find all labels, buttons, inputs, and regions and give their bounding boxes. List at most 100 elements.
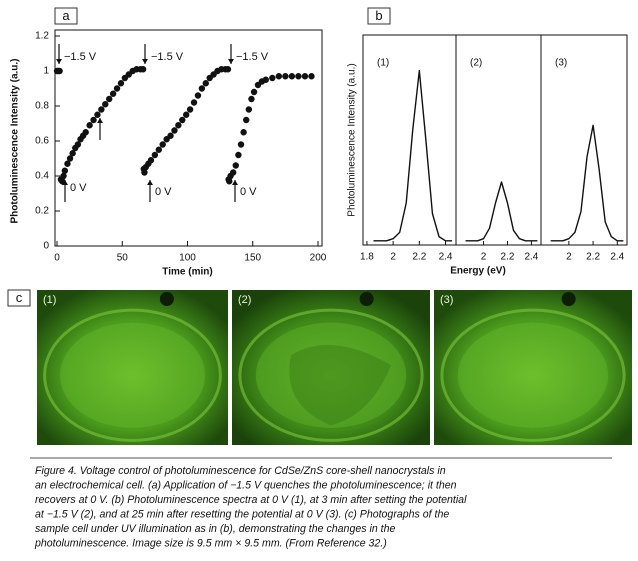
y-axis-label: Photoluminescence Intensity (a.u.) — [10, 58, 21, 223]
data-point — [240, 129, 247, 136]
data-point — [106, 95, 113, 103]
plot-frame — [540, 34, 628, 246]
data-point — [269, 74, 276, 82]
arrow-head — [228, 59, 234, 64]
annotation: −1.5 V — [64, 51, 97, 63]
photo-shadow — [289, 344, 391, 426]
photo-label: (1) — [43, 294, 56, 306]
x-tick-label: 100 — [179, 253, 196, 264]
caption-line: photoluminescence. Image size is 9.5 mm … — [34, 537, 387, 549]
data-point — [179, 116, 186, 124]
spectrum-line — [550, 124, 624, 242]
x-tick-label: 2.4 — [524, 252, 538, 263]
data-point — [151, 151, 159, 159]
data-point — [102, 101, 109, 108]
data-point — [64, 160, 71, 167]
series-label: (1) — [377, 58, 389, 69]
data-point — [175, 122, 182, 129]
arrow-head — [62, 180, 68, 185]
x-tick-label: 200 — [310, 253, 327, 264]
annotation: 0 V — [70, 182, 87, 194]
data-point — [190, 99, 198, 106]
arrow-head — [56, 59, 62, 64]
photo-ring — [43, 308, 222, 442]
data-point — [202, 80, 209, 87]
data-point — [90, 116, 97, 124]
photo-ring — [238, 308, 424, 442]
data-point — [186, 106, 194, 113]
data-point — [69, 150, 76, 157]
spectrum-line — [373, 70, 453, 242]
x-axis-label: Time (min) — [162, 267, 212, 278]
caption-line: recovers at 0 V. (b) Photoluminescence s… — [35, 494, 467, 506]
x-tick-label: 2.4 — [610, 252, 624, 263]
data-point — [226, 178, 233, 185]
photo-spot — [561, 292, 576, 306]
data-point — [159, 141, 166, 148]
x-tick-label: 2 — [481, 252, 487, 263]
y-tick-label: 0.4 — [35, 171, 49, 182]
series-label: (2) — [470, 58, 482, 69]
y-tick-label: 0 — [43, 241, 49, 252]
y-tick-label: 1.2 — [35, 31, 49, 42]
data-point — [171, 127, 178, 134]
data-point — [301, 73, 309, 80]
data-point — [66, 155, 74, 162]
panel-label: c — [16, 290, 23, 305]
photo-inner — [457, 322, 609, 428]
y-axis-label: Photoluminescence Intensity (a.u.) — [347, 63, 358, 216]
data-point — [262, 76, 269, 83]
data-point — [235, 151, 242, 159]
data-point — [194, 92, 202, 99]
data-point — [288, 73, 296, 80]
data-point — [237, 141, 245, 148]
data-point — [250, 88, 258, 96]
data-point — [295, 73, 302, 80]
panel-label-box — [7, 289, 31, 307]
data-point — [82, 129, 89, 136]
data-point — [113, 85, 121, 92]
panel-label-box — [367, 7, 391, 25]
data-point — [61, 167, 69, 174]
x-tick-label: 2.2 — [586, 252, 600, 263]
x-tick-label: 2.2 — [412, 252, 426, 263]
photo-ring — [440, 308, 626, 442]
data-point — [86, 122, 93, 129]
x-tick-label: 2 — [566, 252, 572, 263]
x-axis-label: Energy (eV) — [450, 266, 506, 277]
plot-frame — [455, 34, 542, 246]
data-point — [141, 169, 148, 176]
series-label: (3) — [555, 58, 567, 69]
data-point — [60, 172, 67, 180]
arrow-head — [147, 180, 153, 185]
data-point — [232, 162, 239, 169]
data-point — [94, 111, 101, 118]
arrow-head — [232, 180, 238, 185]
data-point — [74, 141, 82, 148]
photo-inner — [59, 322, 206, 428]
arrow-head — [142, 59, 148, 64]
x-tick-label: 1.8 — [360, 252, 374, 263]
caption-line: an electrochemical cell. (a) Application… — [35, 479, 457, 491]
data-point — [229, 169, 237, 176]
x-tick-label: 0 — [54, 253, 60, 264]
arrow-head — [97, 118, 103, 123]
data-point — [167, 132, 174, 139]
data-point — [198, 85, 206, 92]
data-point — [139, 66, 147, 73]
photo-label: (2) — [238, 294, 251, 306]
annotation: 0 V — [155, 186, 172, 198]
photo-spot — [159, 292, 174, 306]
data-point — [308, 73, 315, 80]
data-point — [275, 73, 283, 80]
annotation: −1.5 V — [236, 51, 269, 63]
annotation: 0 V — [240, 186, 257, 198]
data-point — [117, 80, 125, 87]
x-tick-label: 2.4 — [439, 252, 453, 263]
y-tick-label: 0.8 — [35, 101, 49, 112]
spectrum-line — [465, 181, 538, 242]
caption-line: Figure 4. Voltage control of photolumine… — [35, 465, 446, 477]
data-point — [243, 116, 250, 124]
y-tick-label: 0.6 — [35, 136, 49, 147]
